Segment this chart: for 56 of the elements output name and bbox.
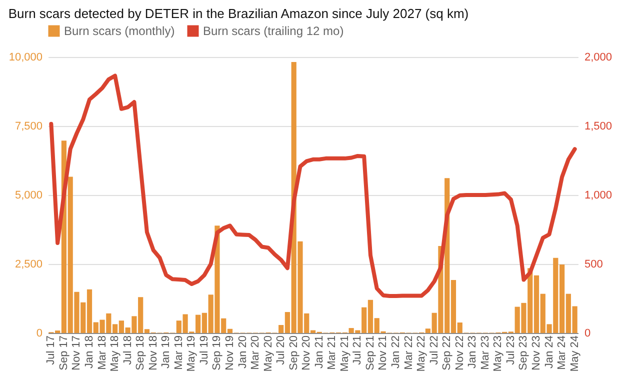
x-tick-label: Jul 20 <box>275 336 288 365</box>
x-tick-label: Mar 22 <box>402 336 415 370</box>
x-tick-label: May 23 <box>492 336 504 372</box>
x-tick-label: Jul 23 <box>504 336 517 365</box>
x-tick-label: Mar 24 <box>556 336 568 370</box>
x-tick-label: Mar 20 <box>250 336 262 370</box>
x-tick-label: Nov 17 <box>70 336 83 370</box>
x-tick-label: Jan 22 <box>390 336 402 369</box>
legend-label: Burn scars (trailing 12 mo) <box>203 24 344 38</box>
x-tick-label: Sep 20 <box>288 336 300 370</box>
x-tick-label: Nov 21 <box>377 336 390 370</box>
line-series <box>49 74 577 298</box>
x-tick-label: Mar 19 <box>172 336 185 370</box>
x-tick-label: Jul 22 <box>428 336 440 365</box>
x-tick-label: Nov 18 <box>147 336 160 370</box>
x-tick-label: Jul 18 <box>122 336 134 365</box>
x-tick-label: Mar 18 <box>96 336 108 370</box>
x-tick-label: Jan 24 <box>543 336 556 369</box>
x-tick-label: Jul 19 <box>198 336 210 365</box>
x-tick-label: Sep 21 <box>364 336 376 370</box>
x-tick-label: Nov 20 <box>300 336 313 370</box>
x-tick-label: Jan 21 <box>313 336 326 369</box>
legend-label: Burn scars (monthly) <box>64 24 175 38</box>
x-tick-label: Jul 21 <box>352 336 364 365</box>
y2-tick-label: 2,000 <box>584 52 612 64</box>
x-tick-label: May 22 <box>416 336 428 372</box>
x-tick-label: Mar 21 <box>326 336 338 370</box>
x-tick-label: Jan 20 <box>236 336 249 369</box>
x-tick-label: Jul 17 <box>45 336 58 365</box>
x-tick-label: May 21 <box>338 336 351 372</box>
x-tick-label: Nov 22 <box>454 336 466 370</box>
x-tick-label: Jan 18 <box>84 336 96 369</box>
y2-tick-label: 500 <box>584 258 603 270</box>
x-tick-label: May 19 <box>186 336 198 372</box>
x-tick-label: Nov 19 <box>224 336 236 370</box>
x-tick-label: Sep 22 <box>441 336 454 370</box>
y2-tick-label: 0 <box>584 328 591 340</box>
x-tick-label: Jan 23 <box>466 336 479 369</box>
x-tick-label: May 18 <box>109 336 122 372</box>
y-tick-label: 10,000 <box>8 52 42 64</box>
y2-tick-label: 1,000 <box>584 190 612 202</box>
y-tick-label: 2,500 <box>14 258 42 270</box>
y-tick-label: 0 <box>36 328 42 340</box>
y-tick-label: 7,500 <box>14 120 42 132</box>
y2-tick-label: 1,500 <box>584 120 612 132</box>
x-tick-label: Nov 23 <box>530 336 542 370</box>
x-tick-label: Jan 19 <box>160 336 172 369</box>
x-tick-label: Sep 17 <box>58 336 70 370</box>
x-tick-label: Sep 19 <box>211 336 224 370</box>
y-tick-label: 5,000 <box>14 190 42 202</box>
x-tick-label: May 20 <box>262 336 274 372</box>
x-tick-label: Sep 18 <box>134 336 147 370</box>
x-tick-label: Sep 23 <box>518 336 530 370</box>
chart-title: Burn scars detected by DETER in the Brazilian Amazon since July 2027 (sq km) <box>8 6 469 21</box>
x-tick-label: May 24 <box>568 336 581 372</box>
x-tick-label: Mar 23 <box>479 336 492 370</box>
